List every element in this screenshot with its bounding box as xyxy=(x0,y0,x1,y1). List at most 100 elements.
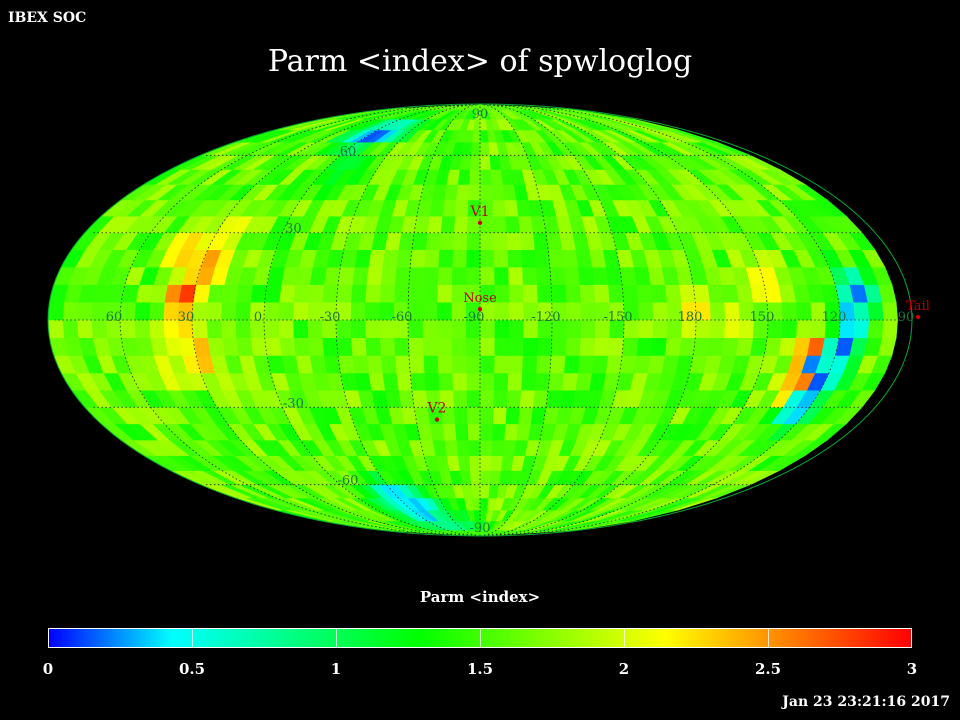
map-cell xyxy=(500,169,514,185)
map-cell xyxy=(520,372,537,391)
map-cell xyxy=(48,301,65,321)
map-cell xyxy=(651,319,668,339)
map-cell xyxy=(709,319,726,339)
map-cell xyxy=(479,484,490,499)
map-cell xyxy=(292,301,309,321)
map-cell xyxy=(250,337,268,356)
map-cell xyxy=(307,337,325,356)
map-cell xyxy=(723,319,740,339)
map-cell xyxy=(508,301,524,321)
map-cell xyxy=(563,355,580,374)
map-cell xyxy=(454,423,469,441)
map-cell xyxy=(721,337,739,356)
map-cell xyxy=(250,284,268,303)
map-cell xyxy=(635,284,653,303)
map-cell xyxy=(62,301,79,321)
map-cell xyxy=(490,439,505,456)
map-cell xyxy=(422,337,438,356)
markers: V1 Nose V2 Tail xyxy=(426,204,930,422)
map-cell xyxy=(709,301,726,321)
map-cell xyxy=(451,266,467,285)
map-cell xyxy=(565,301,582,321)
map-cell xyxy=(721,284,739,303)
map-cell xyxy=(451,355,467,374)
map-cell xyxy=(422,266,439,285)
lat-tick-label: -90 xyxy=(470,521,491,536)
map-cell xyxy=(191,319,208,339)
grid-line xyxy=(479,104,841,536)
colorbar-tick-label: 0.5 xyxy=(178,660,206,678)
map-cell xyxy=(292,319,309,339)
lat-tick-label: 60 xyxy=(340,144,357,159)
map-cell xyxy=(441,199,457,217)
map-cell xyxy=(591,266,609,285)
map-cell xyxy=(502,184,517,201)
map-cell xyxy=(263,319,280,339)
map-cell xyxy=(148,319,165,339)
map-cell xyxy=(411,389,428,408)
lon-tick-label: 30 xyxy=(178,310,195,325)
map-cell xyxy=(479,423,493,441)
map-cell xyxy=(278,301,294,321)
map-cell xyxy=(235,284,254,303)
map-cell xyxy=(479,372,495,391)
map-cell xyxy=(479,266,495,285)
map-cell xyxy=(795,301,812,321)
map-cell xyxy=(521,355,538,374)
map-cell xyxy=(451,249,467,268)
map-cell xyxy=(479,439,493,456)
map-cell xyxy=(621,284,639,303)
map-cell xyxy=(466,232,481,251)
map-cell xyxy=(336,337,353,356)
map-cell xyxy=(607,337,624,356)
map-cell xyxy=(422,319,438,339)
marker-label: V1 xyxy=(469,204,489,220)
map-cell xyxy=(465,355,481,374)
map-cell xyxy=(735,284,754,303)
map-cell xyxy=(351,355,369,374)
map-cell xyxy=(422,284,438,303)
map-cell xyxy=(492,389,508,408)
map-cell xyxy=(706,284,725,303)
map-cell xyxy=(493,266,509,285)
map-cell xyxy=(162,319,179,339)
map-cell xyxy=(536,284,553,303)
map-cell xyxy=(423,249,440,268)
marker-label: Nose xyxy=(463,291,497,306)
map-cell xyxy=(263,301,280,321)
lon-tick-label: -30 xyxy=(320,310,341,325)
map-cell xyxy=(394,355,411,374)
map-cell xyxy=(591,355,609,374)
map-cell xyxy=(350,319,366,339)
map-cell xyxy=(408,355,425,374)
map-cell xyxy=(621,337,639,356)
map-cell xyxy=(650,337,667,356)
map-cell xyxy=(521,266,538,285)
map-cell xyxy=(293,337,310,356)
map-cell xyxy=(490,169,503,185)
colorbar-tick-label: 2.5 xyxy=(754,660,782,678)
map-cell xyxy=(550,284,567,303)
lon-tick-label: -150 xyxy=(603,310,632,325)
colorbar-tick-label: 2 xyxy=(618,660,630,678)
map-cell xyxy=(336,284,353,303)
map-cell xyxy=(469,155,481,170)
map-cell xyxy=(517,215,534,234)
map-cell xyxy=(795,319,812,339)
map-cell xyxy=(440,215,456,234)
map-cell xyxy=(492,232,508,251)
colorbar-divider xyxy=(480,629,481,647)
grid-line xyxy=(479,104,625,536)
map-cell xyxy=(488,155,502,170)
map-cell xyxy=(134,301,151,321)
map-cell xyxy=(350,337,367,356)
map-cell xyxy=(423,372,440,391)
lon-tick-label: -60 xyxy=(392,310,413,325)
map-cell xyxy=(545,389,563,408)
colorbar-divider xyxy=(192,629,193,647)
map-cell xyxy=(437,355,453,374)
colorbar-divider xyxy=(768,629,769,647)
map-cell xyxy=(457,455,470,471)
marker-dot xyxy=(477,220,483,226)
